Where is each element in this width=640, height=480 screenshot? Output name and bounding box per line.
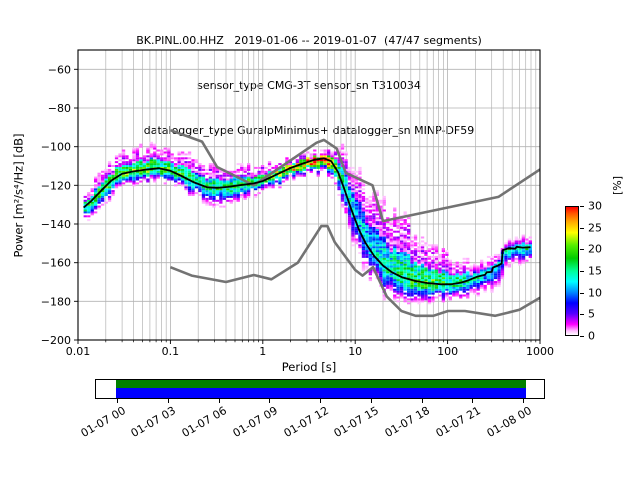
nhnm-line (169, 128, 540, 223)
y-tick-label: −140 (41, 218, 71, 231)
colorbar-tick-label: 30 (588, 199, 602, 213)
coverage-used-stripe (116, 380, 526, 388)
mode-line (83, 157, 531, 286)
plot-frame (77, 49, 541, 341)
data-coverage-bar (95, 379, 545, 399)
y-tick-label: −200 (41, 334, 71, 347)
colorbar-tick (580, 206, 584, 207)
colorbar-tick (580, 227, 584, 229)
colorbar-tick-label: 20 (588, 242, 602, 256)
timeline-tick (117, 399, 118, 403)
x-tick-label: 100 (437, 345, 458, 358)
title-line-1: BK.PINL.00.HHZ 2019-01-06 -- 2019-01-07 … (136, 34, 482, 47)
colorbar-tick (580, 292, 584, 294)
timeline-tick (167, 399, 169, 403)
colorbar-tick-label: 10 (588, 286, 602, 300)
colorbar-tick-label: 5 (588, 307, 595, 321)
coverage-data-stripe (116, 388, 526, 398)
timeline-tick (523, 399, 524, 403)
colorbar-tick (580, 271, 584, 272)
x-tick-label: 10 (348, 345, 362, 358)
colorbar-tick-label: 25 (588, 221, 602, 235)
y-tick-label: −180 (41, 295, 71, 308)
colorbar-tick-label: 0 (588, 329, 595, 343)
x-axis-label: Period [s] (281, 360, 337, 374)
timeline-tick (218, 399, 220, 403)
timeline-tick (472, 399, 474, 403)
timeline-tick (320, 399, 321, 403)
y-tick-label: −100 (41, 141, 71, 154)
colorbar-tick-label: 15 (588, 264, 602, 278)
x-tick-label: 0.1 (162, 345, 180, 358)
nlnm-line (169, 224, 540, 318)
colorbar (565, 206, 579, 336)
colorbar-label: [%] (611, 176, 624, 196)
y-tick-label: −120 (41, 179, 71, 192)
y-tick-label: −60 (48, 63, 71, 76)
y-tick-label: −80 (48, 102, 71, 115)
timeline-tick (421, 399, 423, 403)
x-tick-label: 0.01 (66, 345, 91, 358)
colorbar-tick (580, 249, 584, 251)
timeline-tick (370, 399, 372, 403)
colorbar-tick (580, 336, 584, 337)
timeline-tick (269, 399, 271, 403)
x-tick-label: 1 (259, 345, 266, 358)
x-tick-label: 1000 (526, 345, 554, 358)
ppsd-histogram (83, 141, 532, 305)
colorbar-tick (580, 314, 584, 316)
y-tick-label: −160 (41, 257, 71, 270)
